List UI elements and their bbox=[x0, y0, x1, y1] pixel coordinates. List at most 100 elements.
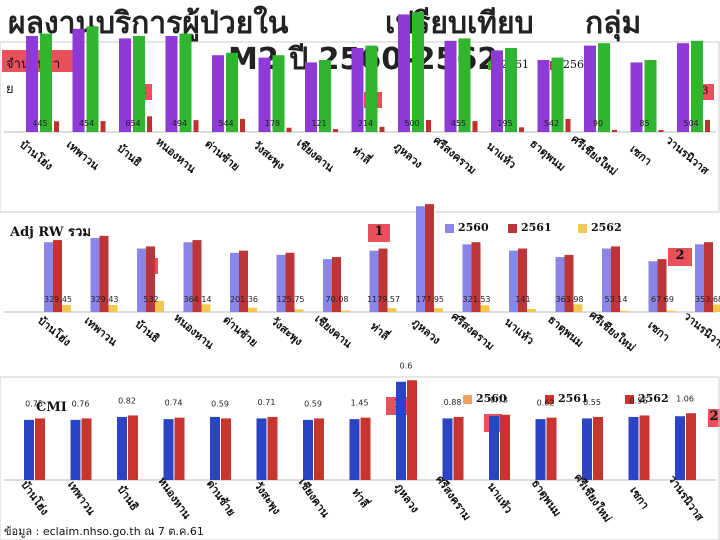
chart2-bar-1-5 bbox=[285, 252, 295, 312]
chart3-category-label-1: เทพาวน bbox=[65, 479, 98, 518]
chart1-data-label-2: 654 bbox=[125, 119, 140, 128]
chart2-bar-2-3 bbox=[201, 304, 211, 312]
chart3-bar-1-8 bbox=[407, 380, 417, 480]
chart3-bar-0-0 bbox=[24, 419, 34, 480]
chart1-category-label-5: วังสะพุง bbox=[250, 139, 287, 173]
chart3-bar-1-9 bbox=[453, 416, 464, 480]
chart2-bar-1-0 bbox=[53, 240, 62, 312]
chart2-bar-0-3 bbox=[183, 242, 193, 312]
chart1-category-label-10: นาแห้ว bbox=[484, 139, 519, 171]
chart2-category-label-0: บ้านโฮ่ง bbox=[35, 313, 74, 349]
chart3-bar-1-6 bbox=[314, 418, 324, 480]
chart1-data-label-8: 500 bbox=[404, 119, 419, 128]
chart3-bar-0-9 bbox=[442, 418, 453, 480]
chart3-bar-0-5 bbox=[256, 418, 267, 480]
panel2-badge-2: 2 bbox=[668, 248, 692, 266]
chart1-bar-0-1 bbox=[72, 28, 85, 132]
page-title-line1a: ผลงานบริการผู้ป่วยใน bbox=[8, 6, 289, 41]
chart3-category-label-7: ท่าลี่ bbox=[349, 485, 373, 510]
chart3-bar-0-3 bbox=[163, 419, 174, 480]
chart1-bar-1-7 bbox=[365, 45, 378, 132]
chart1-bar-0-9 bbox=[444, 40, 457, 132]
chart1-bar-2-12 bbox=[612, 129, 617, 132]
chart3-data-label-0: 0.75 bbox=[25, 399, 43, 408]
chart1-category-label-9: ศรีสงคราม bbox=[431, 134, 479, 177]
chart3-bar-1-3 bbox=[174, 417, 185, 480]
chart3-category-label-8: ภูหลวง bbox=[391, 481, 421, 516]
chart2-category-label-1: เทพาวน bbox=[82, 314, 120, 349]
chart2-bar-2-0 bbox=[62, 305, 71, 312]
chart2-bar-1-14 bbox=[704, 242, 713, 312]
chart2-data-label-5: 125.75 bbox=[277, 295, 305, 304]
chart1-bar-2-1 bbox=[100, 121, 106, 132]
chart2-bar-2-5 bbox=[294, 309, 304, 312]
chart2-data-label-13: 67.69 bbox=[651, 295, 674, 304]
chart3-bar-1-0 bbox=[35, 418, 45, 480]
chart1-bar-0-5 bbox=[258, 57, 271, 132]
chart1-data-label-0: 445 bbox=[32, 119, 47, 128]
chart3-category-label-10: นาแห้ว bbox=[485, 480, 515, 515]
chart2-bar-2-12 bbox=[620, 310, 629, 312]
chart1-data-label-3: 494 bbox=[172, 119, 187, 128]
chart1-bar-1-11 bbox=[551, 57, 564, 132]
chart1-data-label-1: 454 bbox=[79, 119, 94, 128]
panel2-badge-1: 1 bbox=[368, 224, 390, 242]
panel3-legend-2562: 2562 bbox=[625, 392, 669, 405]
chart3-data-label-7: 1.45 bbox=[351, 399, 369, 408]
chart2-data-label-10: 141 bbox=[515, 295, 530, 304]
chart2-data-label-4: 201.36 bbox=[230, 295, 258, 304]
chart3-data-label-11: 0.62 bbox=[537, 399, 555, 408]
chart2-bar-1-2 bbox=[146, 246, 155, 312]
chart2-data-label-0: 329.45 bbox=[44, 295, 72, 304]
chart3-bar-0-8 bbox=[396, 381, 406, 480]
chart2-bar-2-7 bbox=[387, 308, 397, 312]
chart1-bar-0-8 bbox=[398, 14, 410, 132]
chart2-bar-0-6 bbox=[323, 259, 332, 312]
chart2-category-label-12: ศรีเชียงใหม่ bbox=[587, 308, 639, 355]
chart3-data-label-6: 0.59 bbox=[304, 399, 322, 408]
chart2-bar-2-1 bbox=[108, 305, 118, 312]
chart3-category-label-0: บ้านโฮ่ง bbox=[18, 478, 52, 518]
chart3-bar-0-14 bbox=[675, 416, 685, 480]
chart2-bar-1-7 bbox=[378, 248, 388, 312]
chart2-bar-1-6 bbox=[332, 257, 341, 312]
chart1-bar-0-6 bbox=[305, 62, 317, 132]
chart2-bar-0-8 bbox=[416, 206, 425, 312]
chart3-category-label-2: บ้านธิ bbox=[115, 483, 142, 513]
chart2-bar-2-11 bbox=[573, 304, 583, 312]
chart2-bar-1-4 bbox=[239, 250, 248, 312]
chart1-data-label-5: 178 bbox=[265, 119, 280, 128]
chart1-bar-2-8 bbox=[426, 120, 431, 132]
chart3-bar-1-7 bbox=[360, 417, 371, 480]
panel3-label: CMI bbox=[36, 400, 67, 415]
panel2-legend-2560: 2560 bbox=[445, 221, 489, 234]
chart1-bar-0-3 bbox=[165, 36, 178, 132]
chart3-data-label-1: 0.76 bbox=[72, 399, 90, 408]
panel3-badge-2: 2 bbox=[708, 409, 720, 427]
chart2-data-label-9: 321.53 bbox=[463, 295, 491, 304]
chart2-data-label-2: 532 bbox=[143, 295, 158, 304]
chart1-bar-2-2 bbox=[147, 116, 152, 132]
chart1-bar-0-14 bbox=[677, 43, 689, 133]
chart3-data-label-9: 0.88 bbox=[444, 398, 462, 407]
chart3-data-label-3: 0.74 bbox=[165, 399, 183, 408]
chart3-data-label-10: 0.73 bbox=[490, 396, 508, 405]
chart1-bar-2-10 bbox=[519, 127, 524, 132]
chart2-bar-1-1 bbox=[99, 235, 109, 312]
chart1-data-label-6: 121 bbox=[311, 119, 326, 128]
chart2-bar-1-10 bbox=[518, 248, 527, 312]
chart1-bar-0-10 bbox=[491, 50, 503, 132]
chart3-bar-0-13 bbox=[628, 416, 639, 480]
chart1-category-label-12: ศรีเชียงใหม่ bbox=[569, 132, 621, 179]
chart2-bar-1-3 bbox=[192, 240, 202, 312]
chart1-bar-1-1 bbox=[86, 26, 99, 132]
chart1-bar-0-12 bbox=[584, 45, 596, 132]
chart2-bar-0-0 bbox=[44, 242, 53, 312]
chart2-data-label-11: 363.98 bbox=[556, 295, 584, 304]
chart2-bar-2-10 bbox=[527, 309, 536, 312]
chart1-bar-2-14 bbox=[705, 119, 710, 132]
chart2-bar-1-9 bbox=[471, 242, 481, 312]
chart2-bar-0-11 bbox=[555, 257, 565, 312]
chart2-bar-1-12 bbox=[611, 246, 620, 312]
